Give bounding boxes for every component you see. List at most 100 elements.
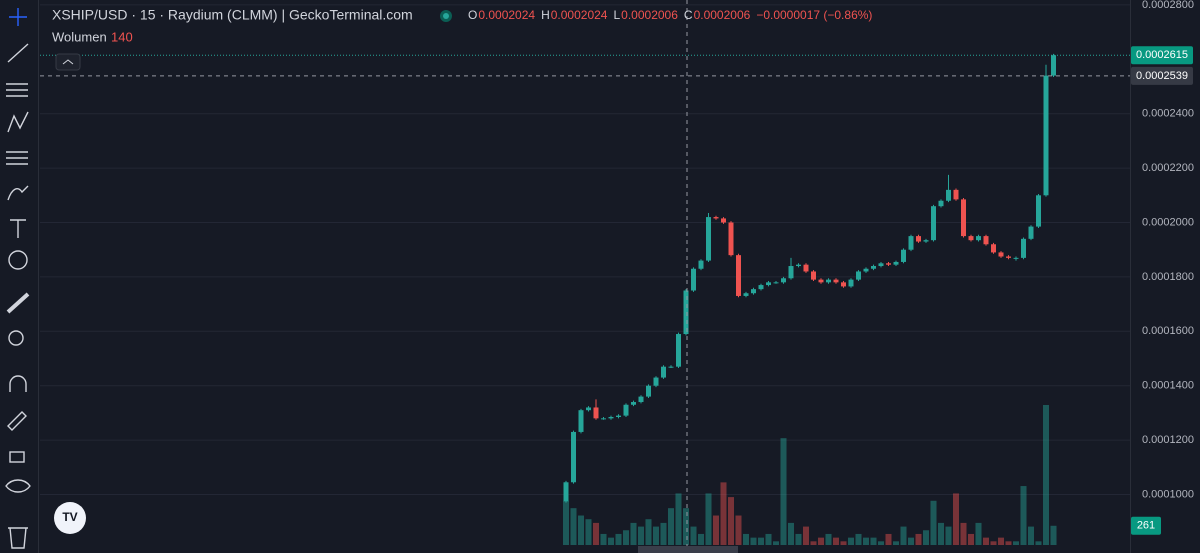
candle-body	[818, 279, 824, 283]
volume-bar	[578, 515, 584, 545]
collapse-button[interactable]	[55, 53, 81, 71]
volume-bar	[690, 526, 697, 545]
tool-brush[interactable]	[7, 185, 29, 201]
candle-body	[751, 289, 756, 294]
volume-bar	[705, 493, 712, 545]
candle-body	[578, 410, 584, 432]
y-tick-label: 0.0002400	[1142, 108, 1194, 120]
candle-body	[713, 217, 719, 219]
header: XSHIP/USD · 15 · Raydium (CLMM) | GeckoT…	[52, 7, 872, 45]
candle-body	[676, 334, 681, 367]
tool-trash[interactable]	[8, 527, 28, 549]
volume-last-box	[1131, 516, 1161, 535]
volume-bar	[968, 533, 974, 545]
candle-body	[893, 261, 899, 265]
candle-body	[743, 293, 749, 296]
candle-body	[691, 268, 696, 291]
candle-body	[638, 396, 644, 403]
candle-body	[728, 222, 734, 256]
candle-body	[1013, 257, 1019, 259]
volume-bar	[750, 537, 757, 545]
tool-zoom[interactable]	[8, 330, 24, 346]
volume-bar	[938, 522, 944, 545]
volume-bar	[855, 533, 862, 545]
overlay: 0.0002615 0.0002539 261	[40, 46, 1193, 553]
volume-bar	[563, 500, 569, 545]
volume-bar	[953, 493, 959, 545]
candle-body	[803, 264, 809, 272]
volume-bar	[1020, 486, 1027, 545]
candle-body	[1006, 256, 1011, 258]
candle-body	[901, 249, 906, 262]
candle-body	[766, 282, 771, 286]
candle-body	[968, 236, 974, 241]
volume-value: 140	[111, 29, 133, 44]
candle-body	[908, 236, 914, 250]
tool-fib[interactable]	[6, 151, 28, 165]
candle-body	[871, 266, 876, 269]
volume-bar	[1028, 526, 1034, 545]
candle-body	[683, 290, 689, 335]
volume-bar	[623, 530, 629, 545]
volume-bar	[863, 537, 869, 545]
ohlc-key: C	[684, 8, 693, 22]
volume-pane	[563, 405, 1057, 545]
volume-bar	[900, 526, 907, 545]
candle-body	[848, 279, 854, 287]
candle-body	[631, 402, 636, 405]
volume-bar	[630, 522, 637, 545]
volume-bar	[833, 537, 839, 545]
tv-logo[interactable]	[54, 502, 86, 534]
candle-body	[811, 271, 816, 280]
tool-pattern[interactable]	[7, 111, 29, 133]
tool-emoji[interactable]	[8, 250, 28, 270]
volume-bar	[1035, 541, 1042, 545]
volume-bar	[698, 533, 704, 545]
candle-body	[946, 189, 951, 201]
candle-body	[781, 278, 786, 283]
candle-body	[826, 279, 831, 283]
last-price-box	[1131, 46, 1193, 65]
volume-bar	[570, 508, 577, 545]
scrollbar	[638, 546, 738, 553]
tool-lock-draw[interactable]	[7, 411, 27, 431]
candle-body	[998, 252, 1004, 257]
ohlc-key: L	[613, 8, 620, 22]
ohlc-value: 0.0002024	[478, 8, 535, 22]
volume-bar	[653, 526, 659, 545]
candle-body	[601, 418, 606, 420]
volume-bar	[593, 522, 599, 545]
volume-bar	[788, 522, 794, 545]
y-tick-label: 0.0001600	[1142, 325, 1194, 337]
collapse-icon	[62, 59, 74, 65]
candle-body	[1036, 195, 1041, 227]
tool-crosshair[interactable]	[9, 8, 27, 26]
volume-bar	[1050, 525, 1057, 545]
status-dot-inner	[443, 13, 449, 19]
tool-ruler[interactable]	[6, 292, 30, 314]
toolbar[interactable]	[5, 8, 31, 549]
volume-bar	[608, 537, 614, 545]
tool-line[interactable]	[7, 43, 29, 63]
volume-bar	[975, 522, 982, 545]
ohlc-value: 0.0002024	[551, 8, 608, 22]
volume-bar	[825, 533, 832, 545]
volume-bar	[945, 526, 952, 545]
candle-body	[698, 260, 704, 269]
tool-eye[interactable]	[5, 479, 31, 493]
candles	[563, 53, 1056, 503]
volume-bar	[983, 537, 989, 545]
y-tick-label: 0.0001200	[1142, 434, 1194, 446]
y-tick-label: 0.0001400	[1142, 380, 1194, 392]
candle-body	[706, 217, 711, 261]
tool-lock[interactable]	[9, 451, 25, 463]
volume-bar	[780, 438, 787, 545]
tool-magnet[interactable]	[9, 375, 27, 392]
volume-last-label: 261	[1137, 520, 1155, 532]
candle-body	[841, 282, 846, 287]
tool-channels[interactable]	[6, 83, 28, 97]
tool-text[interactable]	[10, 219, 26, 238]
candle-body	[983, 236, 989, 245]
last-price-label: 0.0002615	[1136, 49, 1188, 61]
ohlc-value: 0.0002006	[694, 8, 751, 22]
